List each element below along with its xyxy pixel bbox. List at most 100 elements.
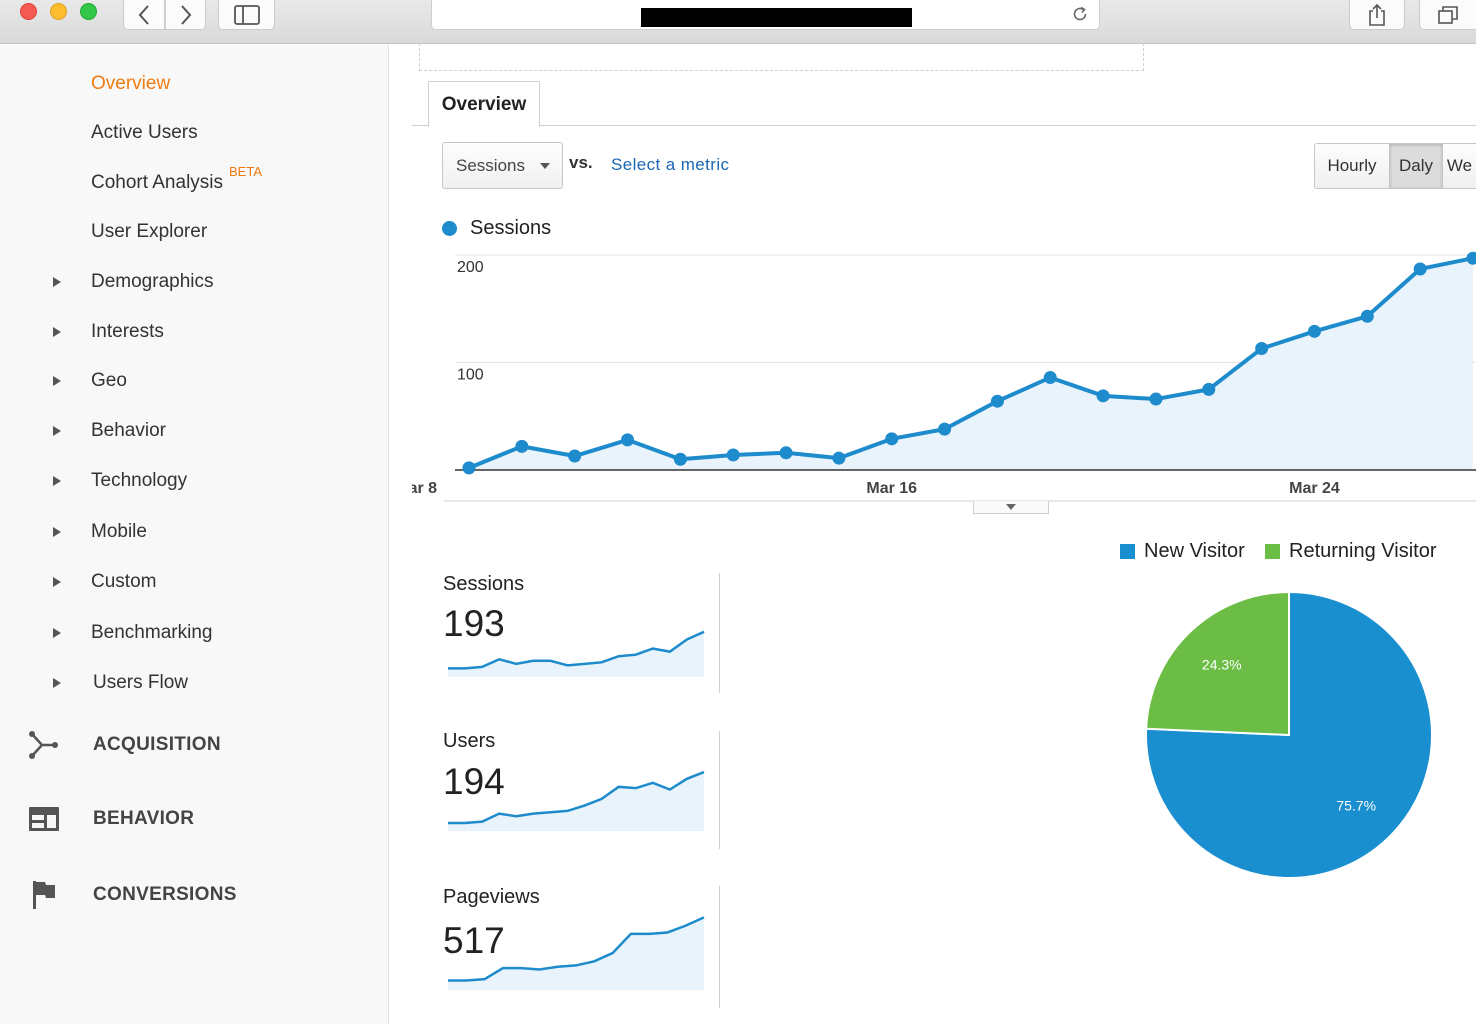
expand-caret-icon [53,577,61,587]
vs-label: vs. [569,153,593,172]
nav-item-interests[interactable]: Interests [0,312,389,352]
nav-section-conversions[interactable]: CONVERSIONS [0,873,389,917]
granularity-toggle: Hourly Daly We [1314,143,1476,189]
share-button[interactable] [1349,0,1405,30]
zoom-window-button[interactable] [80,3,97,20]
data-point [1360,309,1374,323]
sidebar-toggle-button[interactable] [218,0,275,30]
pie-legend-returning-visitor: Returning Visitor [1265,540,1436,563]
scorecard-divider [719,573,720,693]
beta-badge: BETA [229,164,262,179]
nav-item-label: Geo [91,370,127,391]
show-tabs-button[interactable] [1419,0,1476,30]
nav-item-cohort-analysis[interactable]: Cohort Analysis BETA [0,163,389,203]
nav-item-mobile[interactable]: Mobile [0,512,389,552]
data-point [1149,392,1163,406]
nav-item-label: Active Users [91,122,198,143]
legend-label: New Visitor [1144,540,1245,562]
close-window-button[interactable] [20,3,37,20]
data-point [1413,262,1427,276]
expand-caret-icon [53,678,61,688]
sparkline-line [448,630,705,670]
nav-item-overview[interactable]: Overview [0,64,389,104]
main-content: Overview Sessions vs. Select a metric Ho… [412,43,1476,1024]
chevron-down-icon [1006,504,1016,513]
scorecard-sessions-label: Sessions [443,573,525,595]
expand-caret-icon [53,277,61,287]
tab-overview[interactable]: Overview [428,81,540,127]
x-tick-label: Mar 8 [412,480,437,497]
nav-item-user-explorer[interactable]: User Explorer [0,212,389,252]
sparkline-area [448,631,704,677]
nav-item-custom[interactable]: Custom [0,562,389,602]
minimize-window-button[interactable] [50,3,67,20]
pageviews-sparkline [448,916,705,990]
nav-section-acquisition[interactable]: ACQUISITION [0,723,389,767]
nav-item-behavior[interactable]: Behavior [0,411,389,451]
sidebar-icon [233,4,260,25]
address-bar[interactable] [431,0,1100,30]
legend-label: Sessions [470,217,552,239]
data-point [726,448,740,462]
nav-item-label: Cohort Analysis [91,172,224,193]
scorecard-pageviews-value: 517 [443,920,505,961]
scorecard-users-value: 194 [443,761,505,802]
sparkline-area [448,772,704,831]
nav-item-label: Overview [91,73,171,94]
sessions-line-chart: 100 200 Mar 8 Mar 16 Mar 24 [412,251,1476,502]
chevron-down-icon [540,163,550,169]
nav-item-label: Behavior [91,420,166,441]
flag-icon [33,881,55,909]
collapse-chart-button[interactable] [973,501,1049,514]
data-point [990,394,1004,408]
data-point [1307,324,1321,338]
granularity-daily-button[interactable]: Daly [1390,144,1443,188]
scorecard-users-label: Users [443,730,496,752]
users-sparkline [448,770,705,831]
nav-item-benchmarking[interactable]: Benchmarking [0,613,389,653]
reload-icon[interactable] [1071,5,1089,23]
nav-item-label: Demographics [91,271,214,292]
data-point [1466,251,1476,265]
visitor-type-pie-chart: 75.7% 24.3% [1145,590,1433,879]
nav-item-label: Benchmarking [91,622,213,643]
nav-item-active-users[interactable]: Active Users [0,113,389,153]
forward-icon [180,4,191,25]
behavior-icon [29,807,59,831]
nav-item-label: Technology [91,470,188,491]
data-point [568,449,582,463]
sessions-area [469,258,1473,470]
nav-item-technology[interactable]: Technology [0,461,389,501]
scorecard-divider [719,886,720,1008]
granularity-weekly-button[interactable]: We [1443,144,1476,188]
nav-item-demographics[interactable]: Demographics [0,262,389,302]
scorecard-divider [719,731,720,849]
granularity-hourly-button[interactable]: Hourly [1315,144,1390,188]
pie-slice-label: 75.7% [1336,797,1376,813]
expand-caret-icon [53,376,61,386]
legend-swatch [442,221,457,236]
metric-select[interactable]: Sessions [442,142,563,189]
chart-legend: Sessions [442,217,551,240]
back-button[interactable] [123,0,165,30]
sparkline-area [448,917,704,990]
select-metric-link[interactable]: Select a metric [611,155,730,174]
acquisition-icon [29,731,58,759]
data-point [938,422,952,436]
nav-item-label: Mobile [91,521,147,542]
data-point [515,439,529,453]
nav-item-geo[interactable]: Geo [0,361,389,401]
sparkline-line [448,770,705,825]
data-point [621,433,635,447]
data-point [779,446,793,460]
share-icon [1369,3,1385,26]
pie-slice-label: 24.3% [1202,657,1242,673]
expand-caret-icon [53,628,61,638]
nav-item-users-flow[interactable]: Users Flow [0,663,389,703]
tab-bar-line [412,125,1476,126]
forward-button[interactable] [165,0,206,30]
data-point [673,452,687,466]
nav-section-behavior[interactable]: BEHAVIOR [0,797,389,841]
nav-item-label: Custom [91,571,157,592]
data-point [1043,371,1057,385]
